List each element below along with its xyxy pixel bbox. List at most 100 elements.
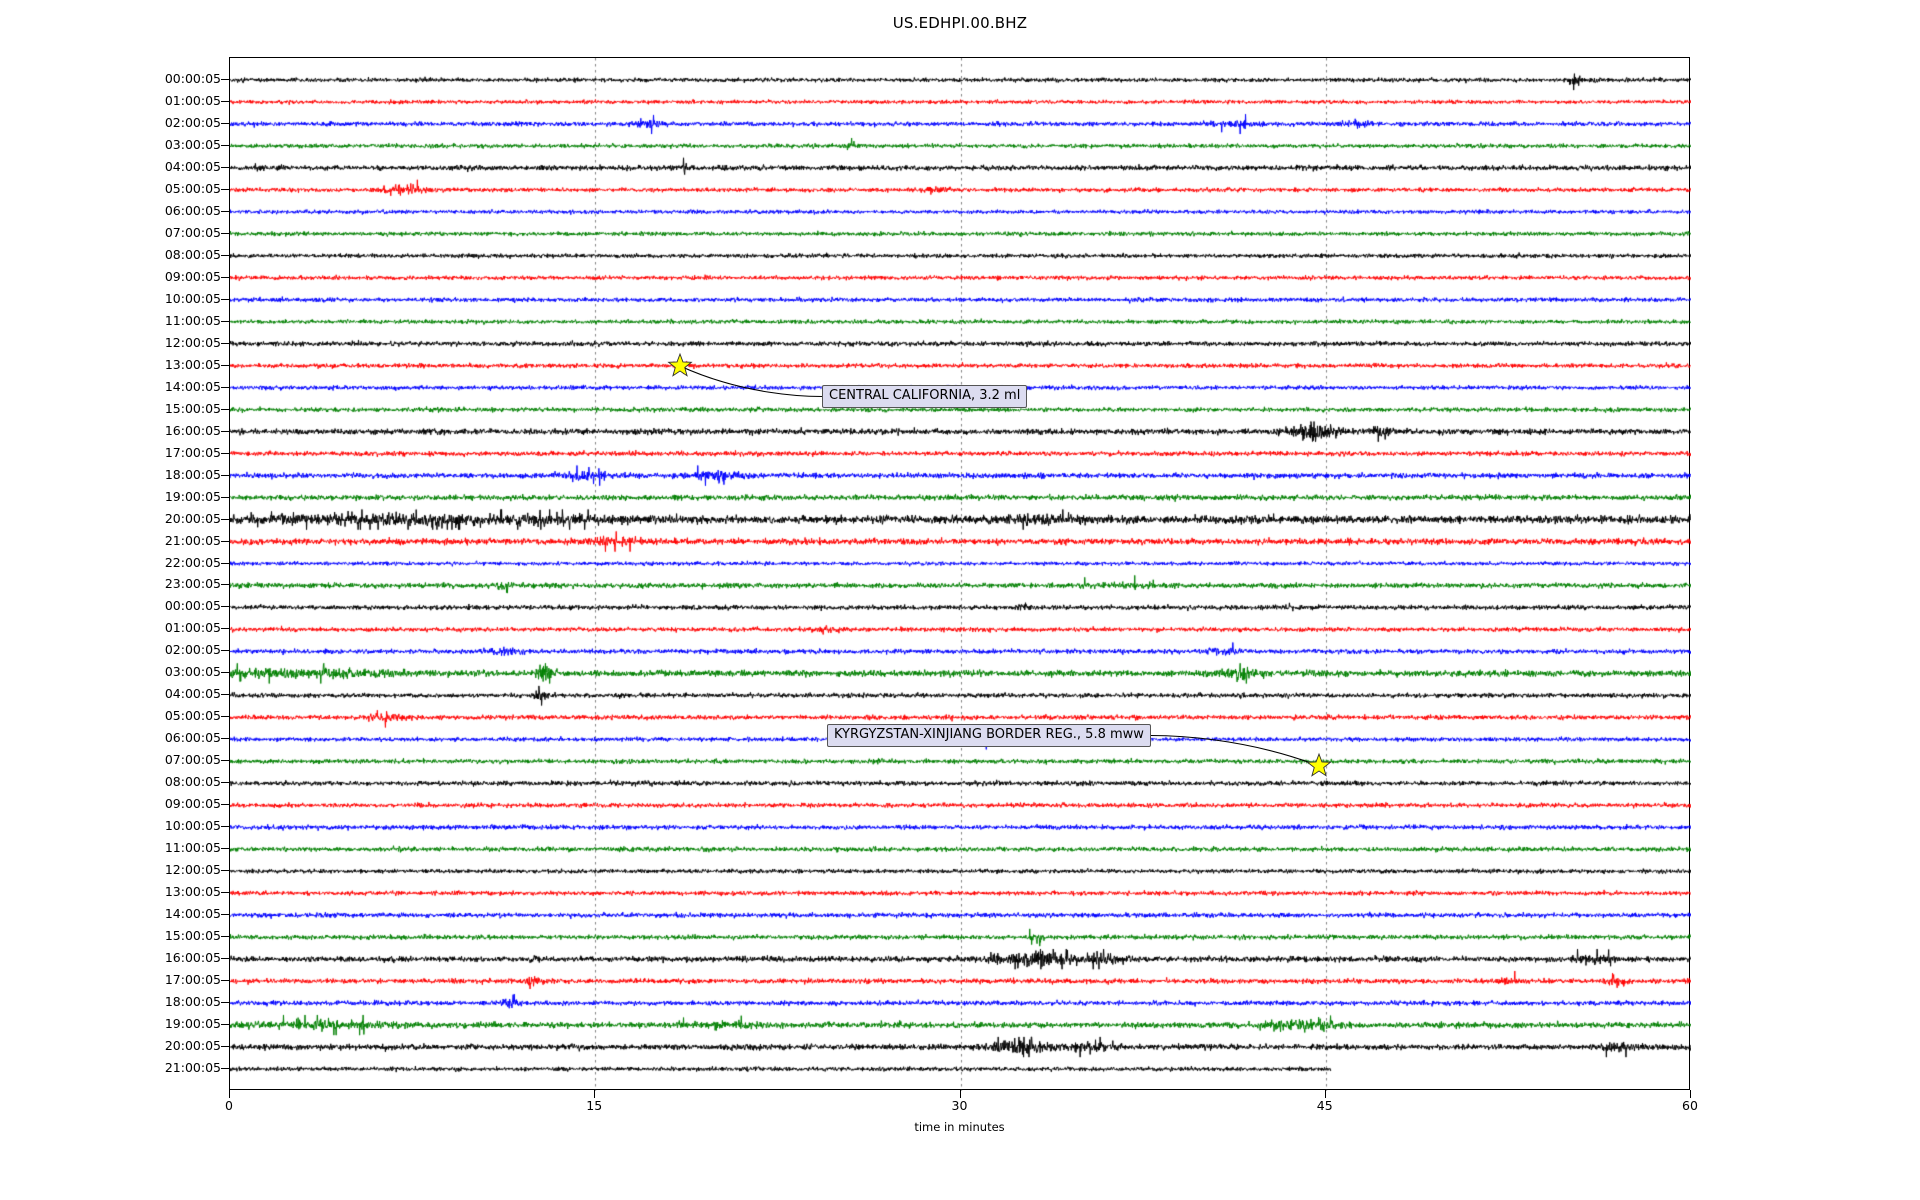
- y-axis-tick-label: 17:00:05: [164, 971, 221, 987]
- y-axis-tick-mark: [221, 298, 229, 300]
- y-axis-tick-mark: [221, 738, 229, 740]
- y-axis-tick-mark: [221, 650, 229, 652]
- y-axis-tick-label: 05:00:05: [164, 180, 221, 196]
- y-axis-tick-mark: [221, 122, 229, 124]
- y-axis-tick-mark: [221, 1068, 229, 1070]
- y-axis-tick-mark: [221, 540, 229, 542]
- y-axis-tick-mark: [221, 892, 229, 894]
- seismogram-traces-canvas: [230, 58, 1691, 1091]
- y-axis-tick-label: 22:00:05: [164, 554, 221, 570]
- x-axis-tick-mark: [229, 1090, 230, 1098]
- y-axis-tick-mark: [221, 210, 229, 212]
- x-axis-tick-mark: [594, 1090, 596, 1098]
- y-axis-tick-mark: [221, 452, 229, 454]
- y-axis-tick-label: 14:00:05: [164, 905, 221, 921]
- x-axis-tick-label: 60: [1682, 1098, 1698, 1113]
- y-axis-tick-mark: [221, 276, 229, 278]
- y-axis-tick-mark: [221, 694, 229, 696]
- y-axis-tick-label: 01:00:05: [164, 620, 221, 636]
- y-axis-tick-label: 09:00:05: [164, 268, 221, 284]
- y-axis-tick-mark: [221, 628, 229, 630]
- y-axis-tick-mark: [221, 188, 229, 190]
- y-axis-tick-mark: [221, 1024, 229, 1026]
- y-axis-tick-mark: [221, 166, 229, 168]
- y-axis-tick-label: 16:00:05: [164, 949, 221, 965]
- y-axis-tick-label: 07:00:05: [164, 224, 221, 240]
- y-axis-tick-mark: [221, 474, 229, 476]
- y-axis-tick-label: 02:00:05: [164, 642, 221, 658]
- y-axis-tick-label: 08:00:05: [164, 774, 221, 790]
- y-axis-tick-label: 18:00:05: [164, 466, 221, 482]
- y-axis-tick-mark: [221, 386, 229, 388]
- y-axis-tick-mark: [221, 254, 229, 256]
- y-axis-tick-label: 12:00:05: [164, 861, 221, 877]
- x-axis-tick-label: 15: [586, 1098, 603, 1113]
- y-axis-tick-mark: [221, 782, 229, 784]
- y-axis-tick-mark: [221, 914, 229, 916]
- y-axis-tick-label: 04:00:05: [164, 158, 221, 174]
- x-axis-tick-mark: [1690, 1090, 1691, 1098]
- y-axis-tick-mark: [221, 320, 229, 322]
- y-axis-tick-mark: [221, 980, 229, 982]
- y-axis-tick-label: 13:00:05: [164, 356, 221, 372]
- y-axis-tick-mark: [221, 496, 229, 498]
- x-axis-tick-mark: [1324, 1090, 1326, 1098]
- y-axis-tick-mark: [221, 78, 229, 80]
- y-axis-tick-label: 05:00:05: [164, 708, 221, 724]
- y-axis-tick-mark: [221, 430, 229, 432]
- y-axis-tick-label: 10:00:05: [164, 290, 221, 306]
- y-axis-tick-mark: [221, 848, 229, 850]
- y-axis-tick-label: 01:00:05: [164, 92, 221, 108]
- event-label-box[interactable]: CENTRAL CALIFORNIA, 3.2 ml: [822, 385, 1028, 408]
- y-axis-tick-label: 09:00:05: [164, 796, 221, 812]
- y-axis-tick-label: 00:00:05: [164, 70, 221, 86]
- y-axis-tick-label: 12:00:05: [164, 334, 221, 350]
- y-axis-tick-label: 18:00:05: [164, 993, 221, 1009]
- y-axis-tick-label: 11:00:05: [164, 312, 221, 328]
- y-axis-tick-mark: [221, 760, 229, 762]
- y-axis-tick-label: 11:00:05: [164, 839, 221, 855]
- event-label-box[interactable]: KYRGYZSTAN-XINJIANG BORDER REG., 5.8 mww: [827, 724, 1151, 747]
- y-axis-tick-label: 19:00:05: [164, 488, 221, 504]
- y-axis-tick-mark: [221, 870, 229, 872]
- y-axis-tick-label: 21:00:05: [164, 1059, 221, 1075]
- y-axis-tick-mark: [221, 826, 229, 828]
- x-axis-tick-label: 45: [1316, 1098, 1333, 1113]
- page-title: US.EDHPI.00.BHZ: [892, 14, 1028, 32]
- x-axis-tick-label: 30: [951, 1098, 968, 1113]
- y-axis-tick-label: 23:00:05: [164, 576, 221, 592]
- y-axis-tick-label: 06:00:05: [164, 730, 221, 746]
- y-axis-tick-label: 19:00:05: [164, 1015, 221, 1031]
- y-axis-tick-mark: [221, 144, 229, 146]
- y-axis-tick-mark: [221, 100, 229, 102]
- y-axis-tick-mark: [221, 804, 229, 806]
- y-axis-tick-label: 16:00:05: [164, 422, 221, 438]
- y-axis-tick-label: 00:00:05: [164, 598, 221, 614]
- y-axis-tick-mark: [221, 342, 229, 344]
- plot-axes: [229, 57, 1691, 1091]
- x-axis-tick-label: 0: [225, 1098, 233, 1113]
- y-axis-tick-mark: [221, 606, 229, 608]
- y-axis-tick-mark: [221, 1046, 229, 1048]
- y-axis-tick-mark: [221, 958, 229, 960]
- y-axis-tick-mark: [221, 584, 229, 586]
- y-axis-tick-label: 20:00:05: [164, 1037, 221, 1053]
- y-axis-tick-label: 17:00:05: [164, 444, 221, 460]
- y-axis-tick-label: 07:00:05: [164, 752, 221, 768]
- y-axis-tick-mark: [221, 1002, 229, 1004]
- y-axis-tick-label: 08:00:05: [164, 246, 221, 262]
- y-axis-tick-mark: [221, 562, 229, 564]
- y-axis-tick-label: 03:00:05: [164, 136, 221, 152]
- y-axis-tick-label: 14:00:05: [164, 378, 221, 394]
- y-axis-tick-label: 21:00:05: [164, 532, 221, 548]
- y-axis-tick-mark: [221, 716, 229, 718]
- y-axis-tick-mark: [221, 408, 229, 410]
- y-axis-tick-label: 13:00:05: [164, 883, 221, 899]
- y-axis-tick-mark: [221, 936, 229, 938]
- x-axis-label: time in minutes: [914, 1120, 1005, 1134]
- y-axis-tick-label: 04:00:05: [164, 686, 221, 702]
- y-axis-tick-label: 15:00:05: [164, 927, 221, 943]
- y-axis-tick-label: 06:00:05: [164, 202, 221, 218]
- y-axis-tick-mark: [221, 232, 229, 234]
